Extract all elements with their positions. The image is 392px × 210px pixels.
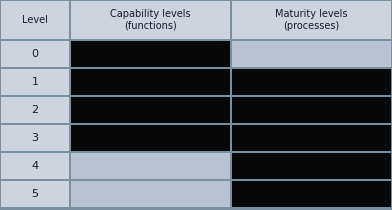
Bar: [1, 1, 69, 39]
Text: Capability levels
(functions): Capability levels (functions): [110, 9, 191, 31]
Bar: [1, 125, 69, 151]
Text: 2: 2: [31, 105, 38, 115]
Text: 1: 1: [31, 77, 38, 87]
Text: 3: 3: [31, 133, 38, 143]
Text: Level: Level: [22, 15, 48, 25]
Text: 0: 0: [31, 49, 38, 59]
Bar: [232, 125, 391, 151]
Text: 5: 5: [31, 189, 38, 199]
Bar: [232, 153, 391, 179]
Bar: [71, 69, 230, 95]
Bar: [71, 41, 230, 67]
Bar: [232, 69, 391, 95]
Bar: [232, 41, 391, 67]
Bar: [232, 181, 391, 207]
Bar: [71, 1, 230, 39]
Bar: [1, 181, 69, 207]
Bar: [71, 97, 230, 123]
Bar: [232, 97, 391, 123]
Text: 4: 4: [31, 161, 38, 171]
Bar: [1, 69, 69, 95]
Bar: [1, 153, 69, 179]
Bar: [71, 125, 230, 151]
Bar: [1, 97, 69, 123]
Bar: [232, 1, 391, 39]
Text: Maturity levels
(processes): Maturity levels (processes): [275, 9, 348, 31]
Bar: [1, 41, 69, 67]
Bar: [71, 153, 230, 179]
Bar: [71, 181, 230, 207]
